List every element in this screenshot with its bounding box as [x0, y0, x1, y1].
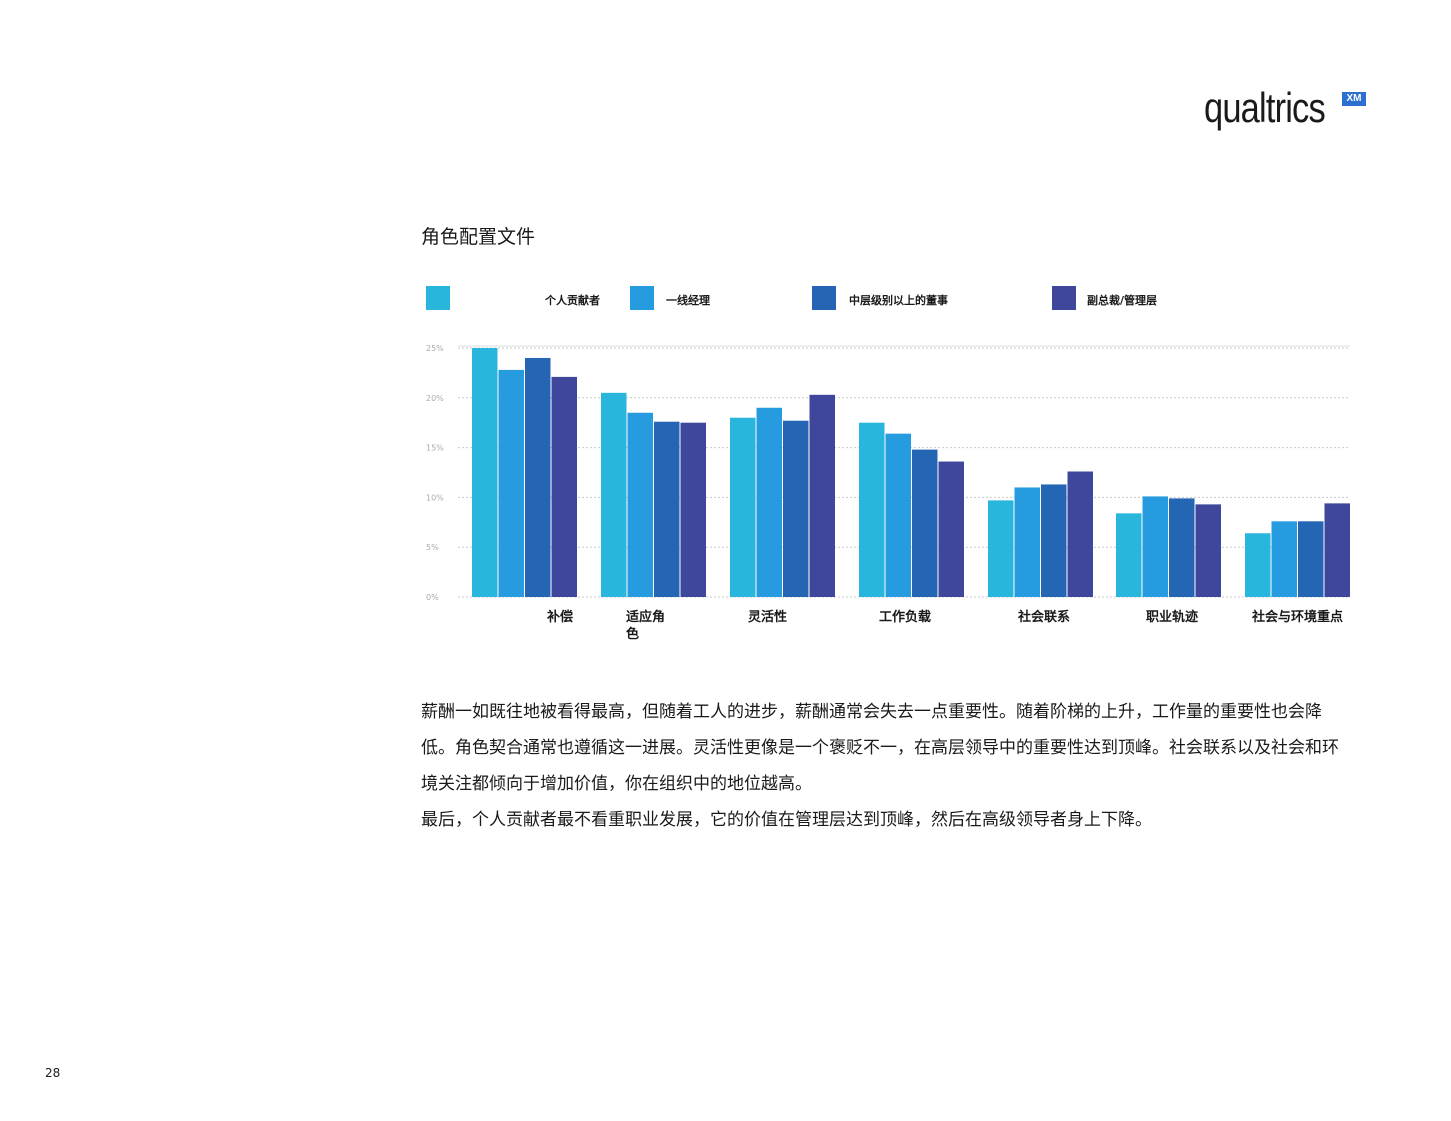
legend-label-1: 个人贡献者 [545, 294, 600, 307]
x-tick-label: 职业轨迹 [1146, 609, 1198, 625]
bar-2-5 [1014, 487, 1040, 597]
bar-2-7 [1271, 521, 1297, 597]
y-tick-label: 15% [426, 444, 444, 453]
x-tick-label: 补偿 [546, 609, 573, 625]
qualtrics-logo: qualtrics [1204, 84, 1326, 131]
y-tick-label: 10% [426, 493, 444, 502]
bar-4-4 [938, 461, 964, 597]
bar-1-6 [1116, 513, 1142, 597]
bar-1-5 [988, 500, 1014, 597]
bar-3-4 [912, 449, 938, 597]
x-tick-label: 社会与环境重点 [1251, 609, 1343, 625]
bar-2-6 [1142, 496, 1168, 597]
bar-3-6 [1169, 498, 1195, 597]
x-tick-label: 适应角色 [626, 609, 665, 642]
legend-swatch-4 [1052, 286, 1076, 310]
y-tick-label: 25% [426, 344, 444, 353]
bar-3-1 [525, 357, 551, 597]
x-tick-label: 社会联系 [1017, 609, 1070, 625]
bar-4-5 [1067, 471, 1093, 597]
bar-3-7 [1298, 521, 1324, 597]
section-title: 角色配置文件 [421, 226, 536, 248]
x-tick-label: 工作负载 [879, 609, 931, 625]
bar-4-3 [809, 394, 835, 597]
bar-3-2 [654, 421, 680, 597]
body-paragraph-2: 最后，个人贡献者最不看重职业发展，它的价值在管理层达到顶峰，然后在高级领导者身上… [421, 810, 1152, 830]
legend-swatch-1 [426, 286, 450, 310]
bar-1-7 [1245, 533, 1271, 597]
bar-2-4 [885, 433, 911, 597]
bar-2-3 [756, 407, 782, 597]
xm-badge-icon: XM [1342, 92, 1366, 106]
legend-swatch-2 [630, 286, 654, 310]
bar-1-4 [859, 422, 885, 597]
bar-4-7 [1324, 503, 1350, 597]
legend-label-2: 一线经理 [666, 294, 710, 307]
bar-3-5 [1041, 484, 1067, 597]
page-number: 28 [45, 1066, 61, 1080]
bar-4-6 [1195, 504, 1221, 597]
bar-2-2 [627, 412, 653, 597]
bar-1-2 [601, 392, 627, 597]
y-tick-label: 20% [426, 394, 444, 403]
y-tick-label: 0% [426, 593, 439, 602]
bar-4-1 [551, 376, 577, 597]
legend-swatch-3 [812, 286, 836, 310]
bar-chart: 0% 5% 10% 15% 20% 25% 补偿 适应角色 灵活性 工作负载 社会联系 职业轨迹 社会与… [426, 344, 1350, 642]
bar-2-1 [498, 369, 524, 597]
bar-1-3 [730, 417, 756, 597]
legend-label-3: 中层级别以上的董事 [849, 294, 948, 307]
x-tick-label: 灵活性 [748, 609, 787, 625]
bar-3-3 [783, 420, 809, 597]
bar-4-2 [680, 422, 706, 597]
y-tick-label: 5% [426, 543, 439, 552]
body-paragraph-1: 薪酬一如既往地被看得最高，但随着工人的进步，薪酬通常会失去一点重要性。随着阶梯的… [421, 702, 1339, 794]
bar-1-1 [472, 348, 498, 597]
legend-label-4: 副总裁/管理层 [1087, 294, 1158, 307]
body-text: 薪酬一如既往地被看得最高，但随着工人的进步，薪酬通常会失去一点重要性。随着阶梯的… [421, 694, 1341, 838]
